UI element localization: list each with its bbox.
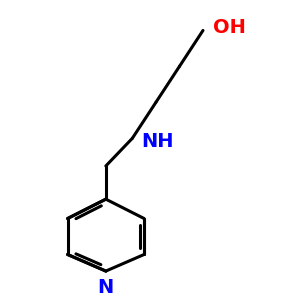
Text: NH: NH — [141, 132, 174, 151]
Text: OH: OH — [213, 18, 246, 37]
Text: N: N — [98, 278, 114, 297]
